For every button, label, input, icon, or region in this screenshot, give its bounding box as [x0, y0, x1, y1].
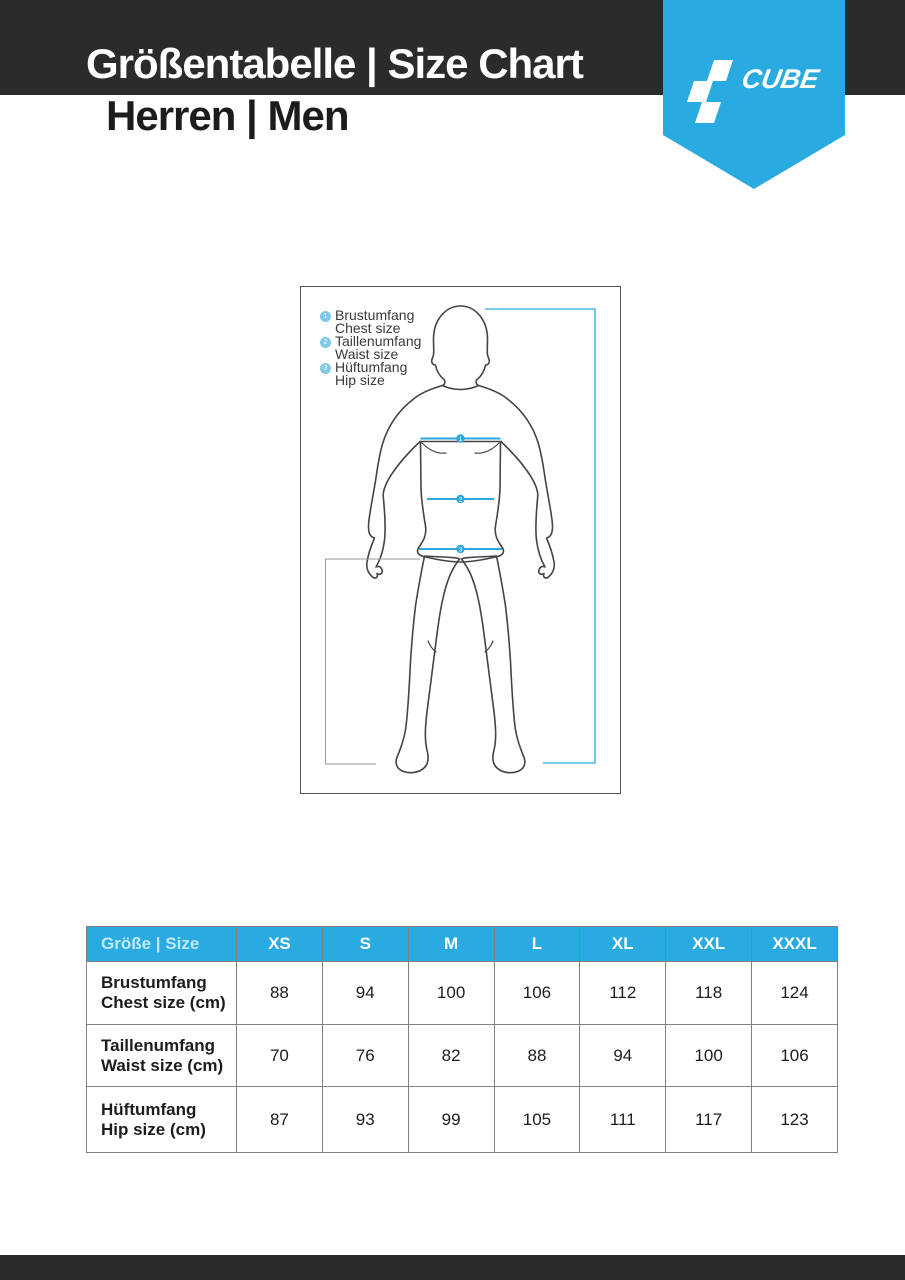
svg-text:2: 2	[459, 496, 463, 503]
svg-text:3: 3	[459, 546, 463, 553]
svg-text:1: 1	[459, 436, 463, 443]
